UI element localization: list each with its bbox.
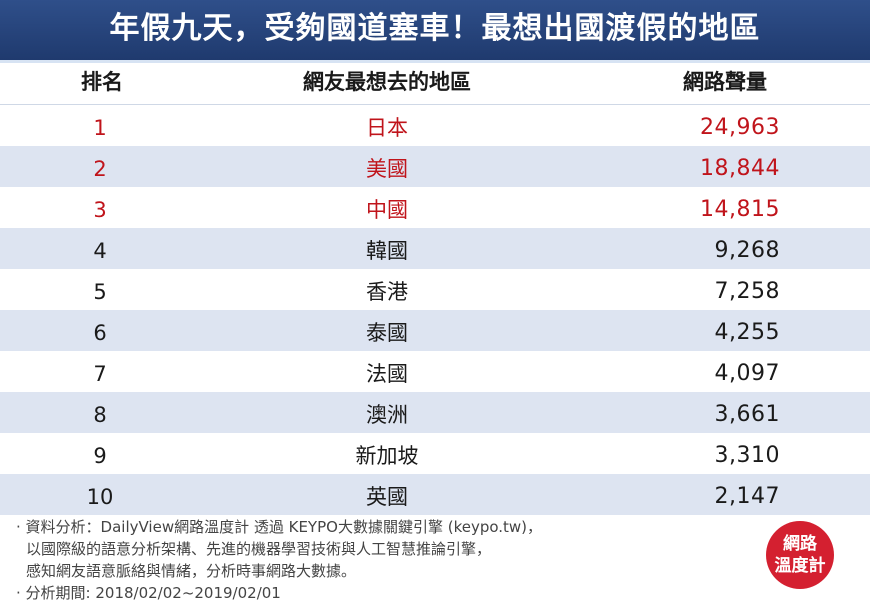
- volume-cell: 4,097: [714, 361, 780, 386]
- rank-cell: 4: [93, 239, 107, 263]
- rank-cell: 1: [93, 116, 107, 140]
- rank-cell: 3: [93, 198, 107, 222]
- table-row: 10 英國 2,147: [0, 474, 870, 515]
- logo-line-2: 溫度計: [774, 556, 826, 576]
- table-row: 2 美國 18,844: [0, 146, 870, 187]
- volume-cell: 7,258: [714, 279, 780, 304]
- region-cell: 英國: [366, 485, 408, 509]
- region-cell: 法國: [366, 362, 408, 386]
- region-cell: 新加坡: [355, 444, 419, 468]
- volume-cell: 2,147: [714, 484, 780, 509]
- table-row: 9 新加坡 3,310: [0, 433, 870, 474]
- volume-cell: 18,844: [700, 156, 780, 181]
- logo: 網路 溫度計: [766, 521, 834, 589]
- rank-cell: 8: [93, 403, 107, 427]
- region-cell: 香港: [366, 280, 408, 304]
- header-volume: 網路聲量: [683, 70, 767, 94]
- region-cell: 中國: [366, 198, 408, 222]
- rank-cell: 9: [93, 444, 107, 468]
- region-cell: 美國: [366, 157, 408, 181]
- footer-notes: · 資料分析：DailyView網路溫度計 透過 KEYPO大數據關鍵引擎 (k…: [0, 515, 870, 610]
- table-row: 4 韓國 9,268: [0, 228, 870, 269]
- table-row: 3 中國 14,815: [0, 187, 870, 228]
- header-region: 網友最想去的地區: [303, 70, 471, 94]
- logo-line-1: 網路: [783, 534, 817, 554]
- volume-cell: 24,963: [700, 115, 780, 140]
- volume-cell: 3,661: [714, 402, 780, 427]
- region-cell: 韓國: [366, 239, 408, 263]
- note-line-3: 感知網友語意脈絡與情緒，分析時事網路大數據。: [26, 562, 357, 580]
- note-line-1: · 資料分析：DailyView網路溫度計 透過 KEYPO大數據關鍵引擎 (k…: [16, 518, 543, 536]
- table-header: 排名 網友最想去的地區 網路聲量: [0, 63, 870, 105]
- rank-cell: 10: [86, 485, 114, 509]
- note-line-2: 以國際級的語意分析架構、先進的機器學習技術與人工智慧推論引擎，: [26, 540, 492, 558]
- ranking-table: 排名 網友最想去的地區 網路聲量 1 日本 24,963 2 美國 18,844 3 中國 14…: [0, 63, 870, 515]
- rank-cell: 6: [93, 321, 107, 345]
- region-cell: 日本: [366, 116, 408, 140]
- rank-cell: 7: [93, 362, 107, 386]
- region-cell: 澳洲: [366, 403, 408, 427]
- volume-cell: 3,310: [714, 443, 780, 468]
- table-row: 6 泰國 4,255: [0, 310, 870, 351]
- header-rank: 排名: [81, 70, 123, 94]
- volume-cell: 14,815: [700, 197, 780, 222]
- table-row: 5 香港 7,258: [0, 269, 870, 310]
- volume-cell: 4,255: [714, 320, 780, 345]
- table-row: 7 法國 4,097: [0, 351, 870, 392]
- rank-cell: 2: [93, 157, 107, 181]
- table-row: 8 澳洲 3,661: [0, 392, 870, 433]
- region-cell: 泰國: [366, 321, 408, 345]
- table-row: 1 日本 24,963: [0, 105, 870, 146]
- volume-cell: 9,268: [714, 238, 780, 263]
- page-title: 年假九天，受夠國道塞車！最想出國渡假的地區: [0, 0, 870, 63]
- note-line-4: · 分析期間: 2018/02/02~2019/02/01: [16, 584, 281, 602]
- table-body: 1 日本 24,963 2 美國 18,844 3 中國 14,815 4 韓國 9,268 5 香港 7,…: [0, 105, 870, 515]
- rank-cell: 5: [93, 280, 107, 304]
